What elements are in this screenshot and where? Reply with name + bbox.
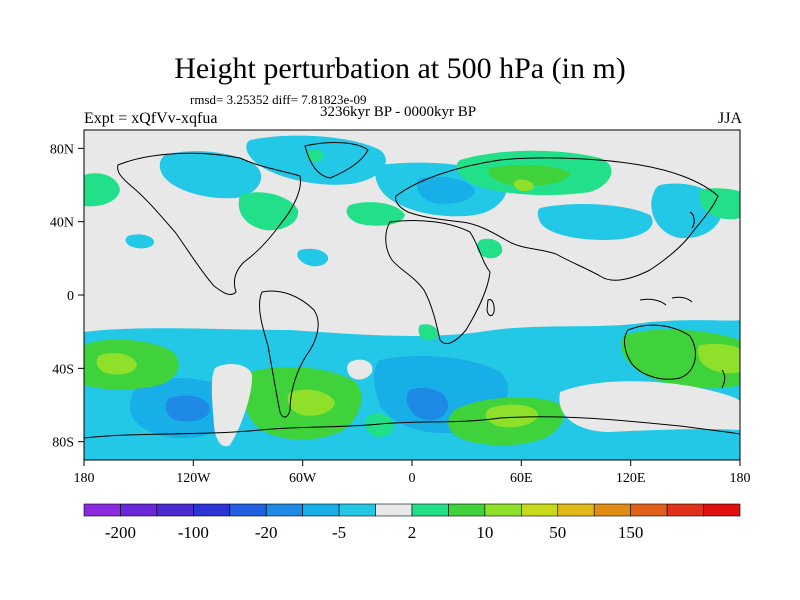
anomaly-region [306, 149, 324, 162]
anomaly-region [125, 234, 155, 249]
anomaly-region [488, 164, 570, 186]
anomaly-region [477, 238, 503, 259]
anomaly-region [697, 343, 740, 374]
colorbar-swatch [521, 503, 559, 517]
colorbar: -200 -100 -20 -5 2 10 50 150 [83, 503, 741, 542]
colorbar-swatch [593, 503, 631, 517]
coastline-japan [689, 211, 695, 229]
colorbar-swatch [229, 503, 267, 517]
coastlines [84, 142, 740, 439]
colorbar-swatch [83, 503, 121, 517]
lon-tick-label: 120E [616, 471, 646, 486]
anomaly-region [418, 324, 439, 341]
lat-tick-label: 40N [50, 216, 74, 231]
lon-tick-label: 60E [510, 471, 533, 486]
lon-tick-label: 180 [730, 471, 751, 486]
coastline-south-america [259, 290, 319, 418]
coastline-north-america [117, 152, 301, 295]
colorbar-swatch [265, 503, 303, 517]
coastline-eurasia [395, 157, 719, 281]
colorbar-label: -5 [332, 523, 346, 542]
lon-tick-label: 0 [409, 471, 416, 486]
colorbar-label: 50 [549, 523, 566, 542]
lat-tick-label: 80S [52, 436, 74, 451]
coastline-australia [624, 324, 696, 380]
colorbar-swatch [156, 503, 194, 517]
colorbar-swatch [411, 503, 449, 517]
colorbar-swatch [630, 503, 668, 517]
anomaly-region [346, 202, 405, 226]
colorbar-swatch [666, 503, 704, 517]
colorbar-swatch [484, 503, 522, 517]
lat-tick-label: 0 [67, 289, 74, 304]
colorbar-label: -20 [255, 523, 278, 542]
longitude-axis: 180 120W 60W 0 60E 120E 180 [74, 460, 751, 486]
colorbar-swatch [375, 503, 413, 517]
coastline-madagascar [486, 299, 495, 317]
anomaly-field [84, 135, 740, 460]
colorbar-label: -200 [105, 523, 136, 542]
latitude-axis: 80N 40N 0 40S 80S [50, 142, 84, 451]
anomaly-region [287, 389, 335, 416]
colorbar-swatch [120, 503, 158, 517]
lon-tick-label: 120W [176, 471, 211, 486]
anomaly-region [406, 388, 449, 421]
map-title: Height perturbation at 500 hPa (in m) [174, 52, 626, 85]
experiment-label: Expt = xQfVv-xqfua [84, 110, 218, 127]
lon-tick-label: 60W [289, 471, 317, 486]
anomaly-region [537, 204, 653, 240]
anomaly-region [485, 404, 538, 428]
colorbar-label: 150 [618, 523, 644, 542]
coastline-greenland [304, 142, 369, 179]
colorbar-swatch [557, 503, 595, 517]
rmsd-diff-stats: rmsd= 3.25352 diff= 7.81823e-09 [190, 92, 367, 107]
lat-tick-label: 80N [50, 142, 74, 157]
colorbar-swatch [193, 503, 231, 517]
lon-tick-label: 180 [74, 471, 95, 486]
colorbar-label: -100 [178, 523, 209, 542]
season-label: JJA [717, 110, 742, 127]
colorbar-swatch [703, 503, 741, 517]
anomaly-region [513, 179, 535, 191]
anomaly-region [159, 151, 262, 199]
coastline-africa [385, 220, 491, 345]
colorbar-label: 2 [408, 523, 417, 542]
colorbar-swatch [302, 503, 340, 517]
coastline-antarctica [84, 416, 740, 439]
colorbar-label: 10 [476, 523, 493, 542]
anomaly-region [365, 413, 394, 437]
coastline-indonesia [639, 296, 693, 306]
anomaly-region [211, 364, 253, 447]
anomaly-region [347, 359, 373, 380]
anomaly-region [165, 395, 210, 422]
lat-tick-label: 40S [52, 362, 74, 377]
anomaly-region [699, 188, 740, 220]
colorbar-swatch [338, 503, 376, 517]
anomaly-region [416, 176, 475, 204]
colorbar-swatch [448, 503, 486, 517]
anomaly-region [297, 248, 329, 267]
anomaly-region [96, 353, 137, 375]
anomaly-region [84, 173, 120, 207]
period-label: 3236kyr BP - 0000kyr BP [320, 104, 477, 120]
coastline-new-zealand [721, 369, 726, 389]
